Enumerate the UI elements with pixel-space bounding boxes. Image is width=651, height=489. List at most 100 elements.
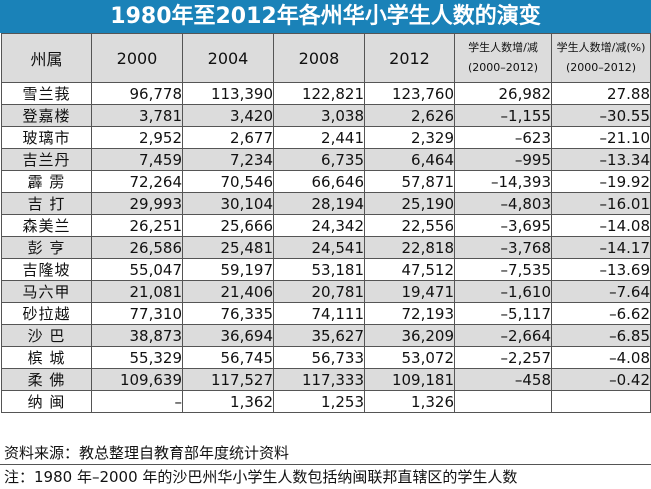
student-count-cell: 38,873 [91,324,183,347]
student-count-cell: 76,335 [182,302,274,325]
state-name-cell: 彭 亨 [1,236,92,259]
student-count-cell: 19,471 [364,280,455,303]
state-name-cell: 玻璃市 [1,126,92,149]
student-count-cell: 3,781 [91,104,183,127]
state-name-cell: 吉 打 [1,192,92,215]
student-count-cell: 53,181 [273,258,365,281]
student-count-cell: 2,626 [364,104,455,127]
student-count-cell: 6,735 [273,148,365,171]
table-row: 吉 打 29,993 30,104 28,194 25,190 –4,803 –16.01 [1,192,651,215]
student-count-cell: 28,194 [273,192,365,215]
student-count-cell: 24,541 [273,236,365,259]
student-count-cell: 21,081 [91,280,183,303]
student-count-cell: 56,733 [273,346,365,369]
table-row: 霹 雳 72,264 70,546 66,646 57,871 –14,393 –19.92 [1,170,651,193]
state-name-cell: 森美兰 [1,214,92,237]
change-absolute-cell: –2,664 [454,324,552,347]
table-row: 吉兰丹 7,459 7,234 6,735 6,464 –995 –13.34 [1,148,651,171]
student-count-cell: 36,694 [182,324,274,347]
change-absolute-cell: –2,257 [454,346,552,369]
student-count-table: 州属 2000 2004 2008 2012 学生人数增/减 (2000–201… [1,33,651,413]
table-row: 纳 闽 –1,362 1,253 1,326 [1,390,651,413]
change-percent-cell: –6.85 [551,324,651,347]
state-name-cell: 砂拉越 [1,302,92,325]
student-count-cell: 6,464 [364,148,455,171]
footnote: 注：1980 年–2000 年的沙巴州华小学生人数包括纳闽联邦直辖区的学生人数 [0,464,651,488]
table-row: 雪兰莪 96,778 113,390 122,821 123,760 26,982 27.8… [1,82,651,105]
header-change-percent-line1: 学生人数增/减(%) [556,41,646,54]
change-absolute-cell: –4,803 [454,192,552,215]
header-year-2004: 2004 [182,33,274,83]
state-name-cell: 登嘉楼 [1,104,92,127]
student-count-cell: 96,778 [91,82,183,105]
header-change-percent: 学生人数增/减(%) (2000–2012) [551,33,651,83]
student-count-cell: 109,639 [91,368,183,391]
student-count-cell: 30,104 [182,192,274,215]
student-count-cell: 117,527 [182,368,274,391]
change-percent-cell: –13.34 [551,148,651,171]
change-absolute-cell: –3,768 [454,236,552,259]
table-row: 森美兰 26,251 25,666 24,342 22,556 –3,695 –14.08 [1,214,651,237]
student-count-cell: 3,038 [273,104,365,127]
change-percent-cell: –6.62 [551,302,651,325]
change-absolute-cell: –995 [454,148,552,171]
student-count-cell: 25,666 [182,214,274,237]
student-count-cell: 72,264 [91,170,183,193]
change-percent-cell: –7.64 [551,280,651,303]
student-count-cell: 26,586 [91,236,183,259]
student-count-cell: 123,760 [364,82,455,105]
table-row: 砂拉越 77,310 76,335 74,111 72,193 –5,117 –6.62 [1,302,651,325]
student-count-cell: 21,406 [182,280,274,303]
state-name-cell: 马六甲 [1,280,92,303]
change-absolute-cell: –1,155 [454,104,552,127]
header-state: 州属 [1,33,92,83]
table-row: 登嘉楼 3,781 3,420 3,038 2,626 –1,155 –30.55 [1,104,651,127]
student-count-cell: 22,818 [364,236,455,259]
student-count-cell: – [91,390,183,413]
header-change-absolute: 学生人数增/减 (2000–2012) [454,33,552,83]
student-count-cell: 56,745 [182,346,274,369]
state-name-cell: 沙 巴 [1,324,92,347]
header-year-2012: 2012 [364,33,455,83]
student-count-cell: 25,190 [364,192,455,215]
header-year-2000: 2000 [91,33,183,83]
change-percent-cell: –16.01 [551,192,651,215]
student-count-cell: 72,193 [364,302,455,325]
state-name-cell: 吉隆坡 [1,258,92,281]
student-count-cell: 55,047 [91,258,183,281]
change-percent-cell: 27.88 [551,82,651,105]
student-count-cell: 70,546 [182,170,274,193]
state-name-cell: 槟 城 [1,346,92,369]
table-row: 吉隆坡 55,047 59,197 53,181 47,512 –7,535 –13.69 [1,258,651,281]
student-count-cell: 1,326 [364,390,455,413]
change-absolute-cell: –623 [454,126,552,149]
student-count-cell: 2,677 [182,126,274,149]
student-count-cell: 122,821 [273,82,365,105]
student-count-cell: 53,072 [364,346,455,369]
student-count-cell: 2,952 [91,126,183,149]
student-count-cell: 25,481 [182,236,274,259]
change-absolute-cell: –3,695 [454,214,552,237]
table-row: 马六甲 21,081 21,406 20,781 19,471 –1,610 –7.64 [1,280,651,303]
change-percent-cell: –13.69 [551,258,651,281]
student-count-cell: 7,234 [182,148,274,171]
student-count-cell: 1,253 [273,390,365,413]
student-count-cell: 59,197 [182,258,274,281]
state-name-cell: 吉兰丹 [1,148,92,171]
change-percent-cell: –14.17 [551,236,651,259]
table-row: 沙 巴 38,873 36,694 35,627 36,209 –2,664 –6.85 [1,324,651,347]
state-name-cell: 柔 佛 [1,368,92,391]
change-absolute-cell [454,390,552,413]
student-count-cell: 22,556 [364,214,455,237]
change-absolute-cell: –14,393 [454,170,552,193]
change-absolute-cell: –1,610 [454,280,552,303]
student-count-cell: 36,209 [364,324,455,347]
student-count-cell: 35,627 [273,324,365,347]
student-count-cell: 55,329 [91,346,183,369]
header-change-absolute-line1: 学生人数增/减 [468,41,538,54]
student-count-cell: 1,362 [182,390,274,413]
student-count-cell: 109,181 [364,368,455,391]
change-percent-cell: –21.10 [551,126,651,149]
change-absolute-cell: –5,117 [454,302,552,325]
student-count-cell: 117,333 [273,368,365,391]
